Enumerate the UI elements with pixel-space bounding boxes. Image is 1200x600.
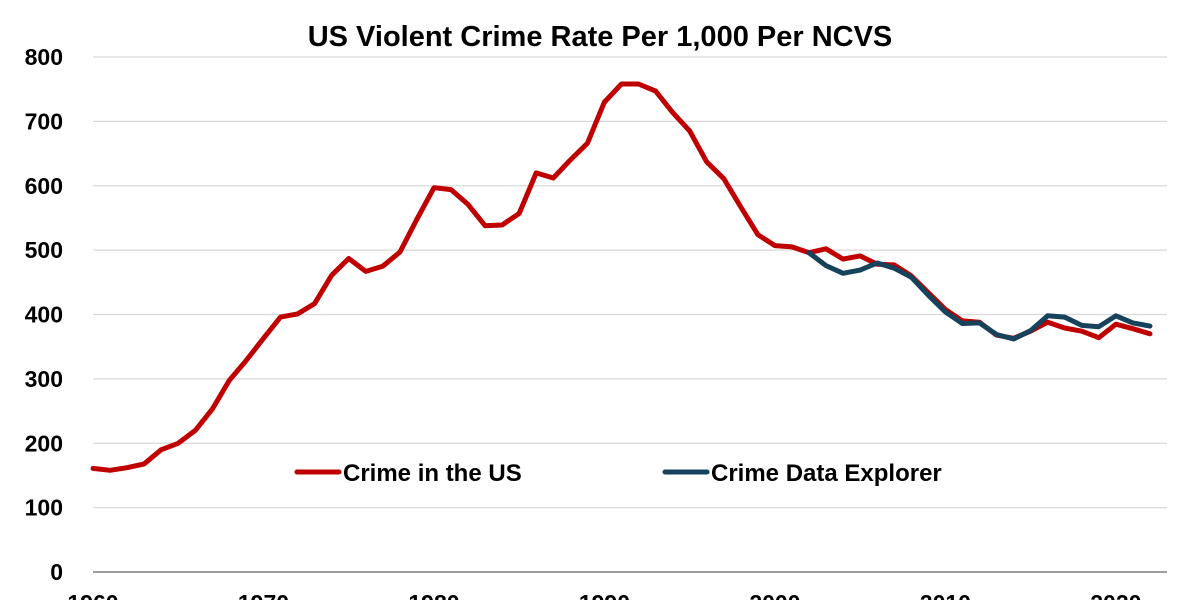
- y-tick-label: 600: [25, 173, 63, 199]
- y-tick-label: 200: [25, 430, 63, 456]
- series-layer: [90, 81, 1153, 473]
- y-tick-label: 100: [25, 495, 63, 521]
- x-tick-label: 1970: [238, 590, 289, 600]
- x-tick-label: 2010: [920, 590, 971, 600]
- y-tick-label: 300: [25, 366, 63, 392]
- legend-label-crime-data-explorer: Crime Data Explorer: [711, 460, 942, 487]
- legend: Crime in the US Crime Data Explorer: [294, 460, 942, 487]
- x-tick-label: 1980: [408, 590, 459, 600]
- y-tick-label: 400: [25, 302, 63, 328]
- grid-layer: [93, 56, 1167, 509]
- y-tick-label: 800: [25, 44, 63, 70]
- series-line-crime-in-the-us: [90, 81, 1153, 473]
- x-tick-label: 1990: [579, 590, 630, 600]
- series-line-crime-data-explorer: [806, 250, 1153, 342]
- x-tick-label: 2020: [1090, 590, 1141, 600]
- chart-title: US Violent Crime Rate Per 1,000 Per NCVS: [308, 21, 893, 53]
- y-tick-label: 500: [25, 237, 63, 263]
- x-tick-label: 2000: [749, 590, 800, 600]
- axis-layer: 0 100 200 300 400 500 600 700 800 1960 1970 1980 199…: [25, 44, 1167, 600]
- legend-label-crime-in-the-us: Crime in the US: [343, 460, 522, 487]
- x-tick-label: 1960: [67, 590, 118, 600]
- y-tick-label: 700: [25, 108, 63, 134]
- y-tick-label: 0: [50, 559, 63, 585]
